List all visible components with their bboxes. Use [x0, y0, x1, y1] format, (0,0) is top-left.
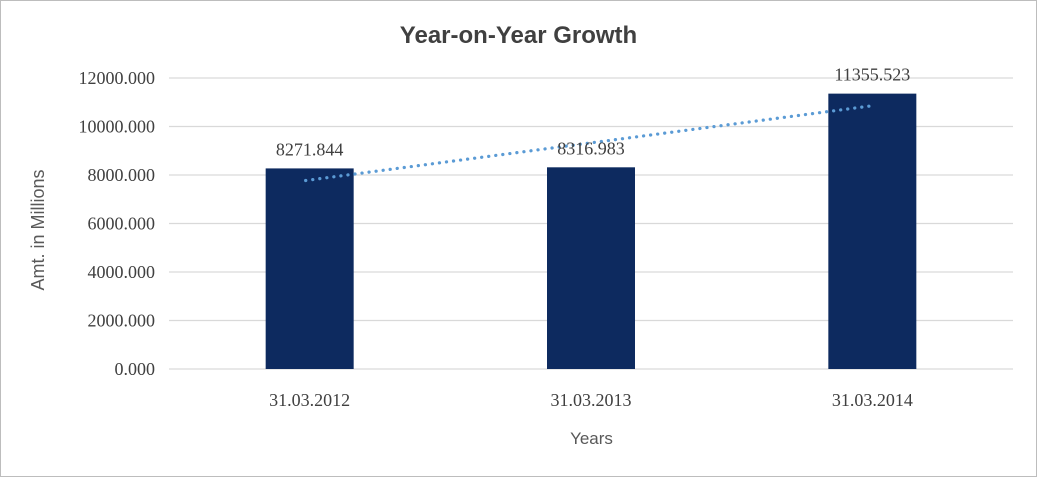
bar — [547, 167, 635, 369]
bar-value-label: 8316.983 — [557, 138, 625, 158]
bar-value-label: 8271.844 — [276, 139, 344, 159]
y-tick-label: 10000.000 — [79, 117, 156, 137]
x-tick-label: 31.03.2014 — [832, 390, 913, 410]
chart-title: Year-on-Year Growth — [399, 22, 638, 49]
y-tick-label: 2000.000 — [88, 311, 156, 331]
x-axis-title: Years — [570, 429, 613, 448]
y-tick-label: 8000.000 — [88, 165, 156, 185]
y-tick-label: 12000.000 — [79, 68, 156, 88]
y-tick-label: 4000.000 — [88, 262, 156, 282]
bar-value-label: 11355.523 — [834, 65, 910, 85]
x-tick-label: 31.03.2012 — [269, 390, 350, 410]
bar — [265, 168, 354, 369]
trendline — [304, 104, 874, 183]
x-tick-label: 31.03.2013 — [551, 390, 632, 410]
bar — [828, 93, 917, 369]
y-tick-label: 0.000 — [115, 359, 156, 379]
y-tick-label: 6000.000 — [88, 214, 156, 234]
